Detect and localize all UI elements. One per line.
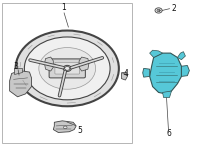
- FancyBboxPatch shape: [55, 62, 80, 74]
- Polygon shape: [150, 53, 181, 94]
- Text: 2: 2: [171, 4, 176, 13]
- Text: 5: 5: [78, 126, 83, 135]
- Circle shape: [65, 66, 70, 70]
- Polygon shape: [14, 68, 22, 74]
- Circle shape: [63, 126, 67, 129]
- Polygon shape: [150, 50, 163, 57]
- Circle shape: [24, 37, 110, 100]
- Circle shape: [63, 65, 71, 71]
- Text: 3: 3: [13, 62, 18, 71]
- Circle shape: [39, 48, 96, 89]
- Text: 4: 4: [123, 69, 128, 78]
- Polygon shape: [181, 66, 189, 76]
- FancyBboxPatch shape: [49, 59, 85, 78]
- Polygon shape: [10, 71, 31, 97]
- Polygon shape: [177, 52, 185, 60]
- Text: 6: 6: [166, 129, 171, 138]
- Polygon shape: [163, 91, 172, 97]
- Polygon shape: [53, 121, 76, 132]
- Polygon shape: [143, 68, 150, 77]
- Text: 1: 1: [61, 3, 66, 12]
- Polygon shape: [79, 57, 89, 71]
- Circle shape: [155, 8, 162, 13]
- Polygon shape: [121, 72, 127, 80]
- Polygon shape: [45, 57, 53, 71]
- Circle shape: [157, 9, 160, 12]
- Circle shape: [16, 31, 119, 106]
